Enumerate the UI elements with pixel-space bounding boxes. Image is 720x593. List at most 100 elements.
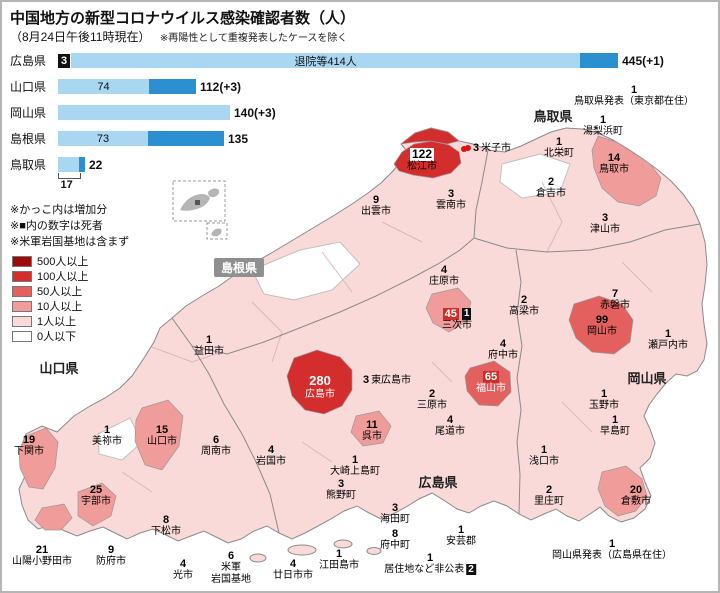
legend-item: 0人以下 <box>12 329 88 343</box>
case-count: 7 <box>611 288 619 300</box>
legend-item: 1人以上 <box>12 314 88 328</box>
case-count-row: 4 <box>273 558 313 570</box>
city-name: 湯梨浜町 <box>583 126 623 138</box>
prefecture-label: 山口県 <box>10 80 47 94</box>
total-label: 140(+3) <box>234 105 276 120</box>
case-count: 9 <box>107 544 115 556</box>
case-count: 1 <box>351 454 359 466</box>
city-name: 瀬戸内市 <box>648 340 688 352</box>
discharged-below-label: 17 <box>60 179 73 191</box>
map-city-label: 1 早島町 <box>600 414 630 438</box>
bar-discharged-segment: 74 <box>58 79 149 94</box>
legend-label: 500人以上 <box>37 256 89 268</box>
case-count: 99 <box>595 314 609 326</box>
map-city-label: 2 倉吉市 <box>536 176 566 200</box>
case-count-row: 19 <box>14 434 44 446</box>
zero-case-areas <box>97 153 571 461</box>
legend-item: 10人以上 <box>12 299 88 313</box>
case-count-row: 1 <box>529 444 559 456</box>
city-name: 岡山県発表（広島県在住） <box>552 550 672 562</box>
map-city-label: 9 出雲市 <box>361 194 391 218</box>
prefecture-bar-chart: 広島県 3 退院等414人 445(+1) 山口県 74 112(+3) 岡山県 140(+3)… <box>10 52 716 191</box>
map-city-label: 1 大崎上島町 <box>330 454 380 478</box>
case-count-row: 1 <box>384 552 476 564</box>
case-count: 1 <box>630 84 638 96</box>
map-city-label: 1 北栄町 <box>544 136 574 160</box>
map-city-label: 1 美祢市 <box>92 424 122 448</box>
case-count: 1 <box>608 538 616 550</box>
city-name: 江田島市 <box>319 560 359 572</box>
case-count-row: 1 <box>330 454 380 466</box>
deaths-badge: 1 <box>461 308 472 321</box>
city-name: 出雲市 <box>361 206 391 218</box>
case-count-row: 4 <box>488 338 518 350</box>
city-name: 福山市 <box>476 383 506 395</box>
case-count: 1 <box>426 552 434 564</box>
case-count: 19 <box>22 434 36 446</box>
prefecture-bar-row: 岡山県 140(+3) <box>10 104 716 121</box>
city-name: 倉敷市 <box>621 496 651 508</box>
prefecture-bar-row: 島根県 73 135 <box>10 130 716 147</box>
prefecture-bar-row: 山口県 74 112(+3) <box>10 78 716 95</box>
case-count-row: 3 <box>464 142 479 154</box>
case-count: 15 <box>155 424 169 436</box>
city-name: 下関市 <box>14 446 44 458</box>
case-count-row: 20 <box>621 484 651 496</box>
map-city-label: 11 呉市 <box>362 419 382 443</box>
page-subtitle: （8月24日午後11時現在） ※再陽性として重複発表したケースを除く <box>10 28 347 45</box>
case-count: 1 <box>205 334 213 346</box>
map-city-label: 1 益田市 <box>194 334 224 358</box>
case-count: 1 <box>335 548 343 560</box>
city-name: 尾道市 <box>435 426 465 438</box>
city-name: 山陽小野田市 <box>12 556 72 568</box>
city-name: 居住地など非公表 2 <box>384 564 476 576</box>
case-count-row: 2 <box>417 388 447 400</box>
bar-discharged-segment <box>58 105 230 120</box>
city-name: 呉市 <box>362 431 382 443</box>
city-name: 周南市 <box>201 446 231 458</box>
map-city-label: 4 岩国市 <box>256 444 286 468</box>
case-count: 2 <box>428 388 436 400</box>
case-count-row: 14 <box>599 152 629 164</box>
city-name: 米子市 <box>481 142 512 154</box>
case-count-row: 6 <box>211 550 251 562</box>
region-shimonoseki <box>18 427 59 490</box>
map-city-label: 122 松江市 <box>407 147 437 173</box>
city-name: 美祢市 <box>92 436 122 448</box>
map-city-label: 14 鳥取市 <box>599 152 629 176</box>
legend-swatch <box>12 315 32 327</box>
case-count: 1 <box>555 136 563 148</box>
case-count: 45 <box>442 308 459 321</box>
legend-swatch <box>12 270 32 282</box>
case-count-row: 99 <box>587 314 617 326</box>
region-hiroshima-city <box>286 349 353 415</box>
prefecture-boundaries <box>171 149 701 534</box>
case-count: 6 <box>212 434 220 446</box>
case-count-row: 2 <box>509 294 539 306</box>
case-count-row: 2 <box>536 176 566 188</box>
case-count: 25 <box>89 484 103 496</box>
region-kure <box>350 410 392 447</box>
case-count-row: 65 <box>476 371 506 384</box>
map-city-label: 1 居住地など非公表 2 <box>384 552 476 576</box>
case-count: 8 <box>391 528 399 540</box>
city-name: 雲南市 <box>436 200 466 212</box>
color-legend: 500人以上 100人以上 50人以上 10人以上 1人以上 0人以下 <box>12 254 88 344</box>
case-count: 3 <box>447 188 455 200</box>
city-name: 浅口市 <box>529 456 559 468</box>
case-count: 14 <box>607 152 621 164</box>
city-name: 宇部市 <box>81 496 111 508</box>
prefecture-name-label: 鳥取県 <box>533 109 573 124</box>
case-count: 280 <box>309 373 331 388</box>
city-name: 安芸郡 <box>446 536 476 548</box>
case-count-row: 21 <box>12 544 72 556</box>
seto-islands <box>249 539 382 563</box>
map-city-label: 1 岡山県発表（広島県在住） <box>552 538 672 562</box>
legend-item: 100人以上 <box>12 269 88 283</box>
map-city-label: 25 宇部市 <box>81 484 111 508</box>
case-count-row: 1 <box>574 84 694 96</box>
prefecture-bar-row: 広島県 3 退院等414人 445(+1) <box>10 52 716 69</box>
bar-active-segment <box>580 53 619 68</box>
